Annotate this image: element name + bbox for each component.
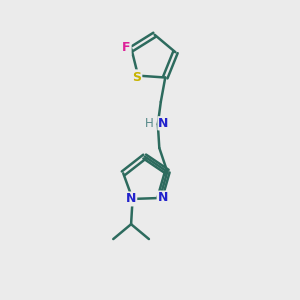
Text: N: N (158, 117, 168, 130)
Text: H: H (145, 117, 154, 130)
Text: F: F (122, 41, 130, 54)
Text: S: S (132, 70, 141, 84)
Text: N: N (126, 192, 136, 206)
Text: N: N (158, 191, 168, 205)
